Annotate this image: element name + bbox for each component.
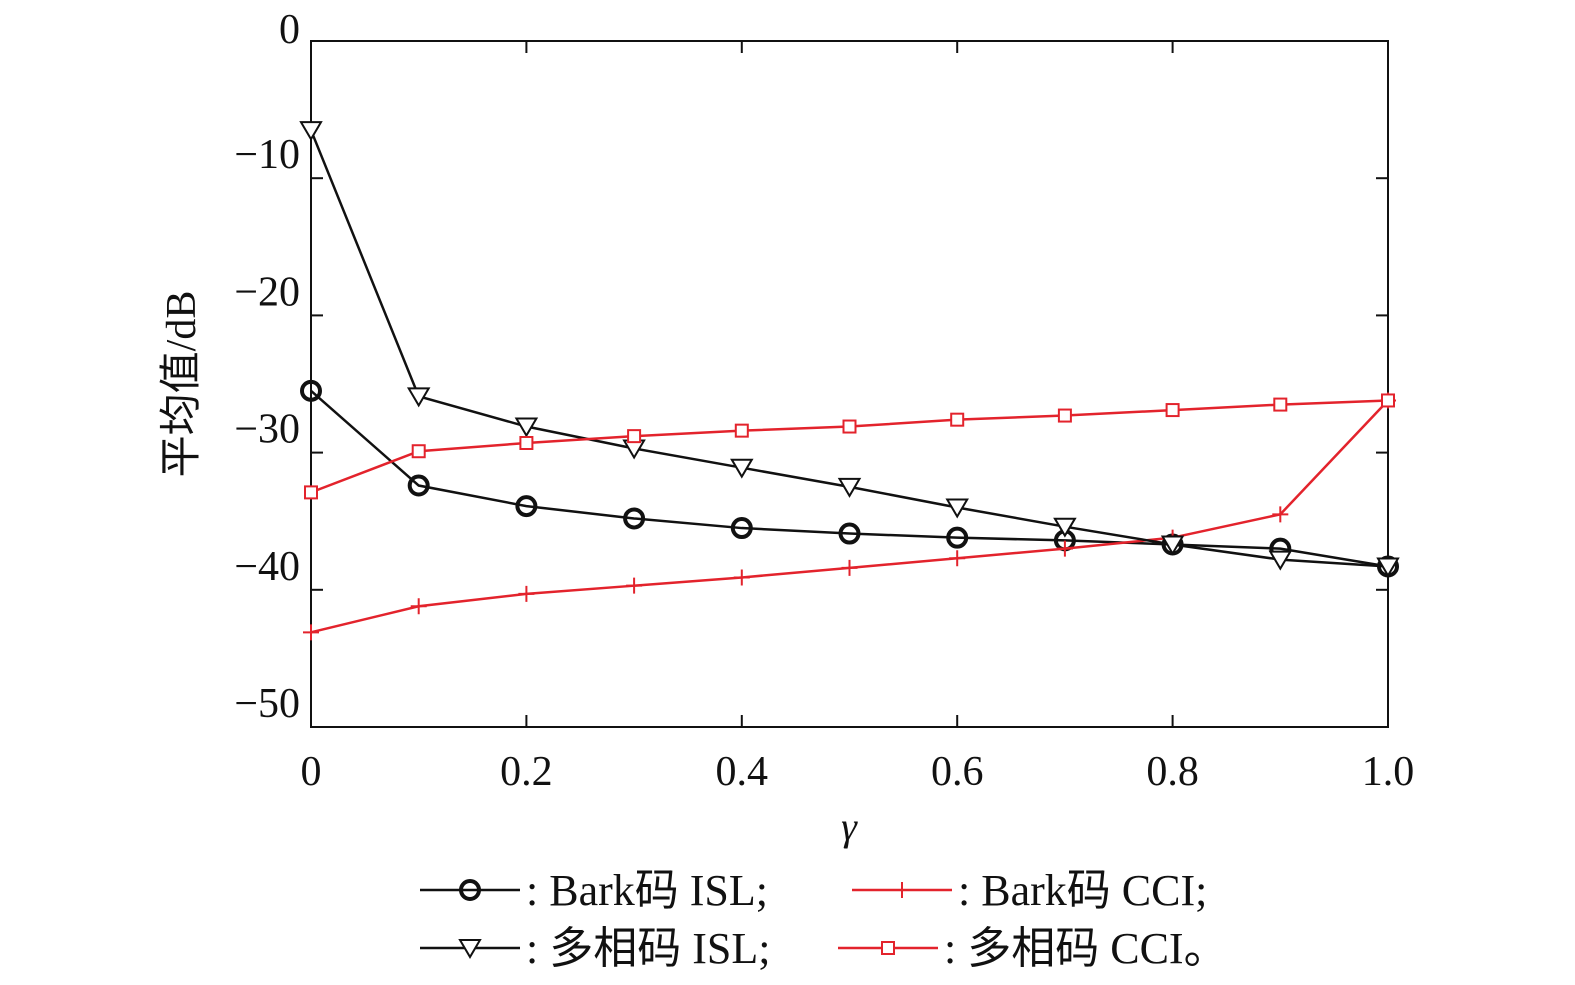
y-tick-label: −20	[234, 269, 300, 315]
data-point	[406, 387, 431, 408]
legend-label: : Bark码 CCI;	[958, 866, 1207, 915]
data-point	[1165, 403, 1180, 418]
legend-label: : 多相码 CCI。	[944, 924, 1228, 973]
data-point	[950, 412, 965, 427]
data-point	[946, 526, 969, 549]
data-point	[837, 477, 862, 498]
series-2	[299, 121, 1400, 578]
data-point	[838, 522, 861, 545]
x-tick-label: 0.6	[931, 749, 984, 795]
x-tick-label: 0.8	[1146, 749, 1199, 795]
legend-marker	[459, 879, 481, 901]
x-tick-label: 0	[301, 749, 322, 795]
data-point	[1268, 550, 1293, 571]
data-point	[945, 498, 969, 519]
plot-frame	[310, 40, 1389, 728]
data-point	[299, 121, 323, 142]
data-point	[733, 569, 750, 586]
data-point	[949, 550, 966, 567]
data-point	[1056, 540, 1073, 557]
y-tick-label: −40	[234, 544, 300, 590]
data-point	[1160, 535, 1185, 556]
legend-label: : Bark码 ISL;	[526, 866, 768, 915]
x-tick-label: 1.0	[1362, 749, 1415, 795]
data-point	[514, 417, 539, 438]
y-axis-label: 平均值/dB	[159, 291, 205, 478]
data-point	[1376, 557, 1400, 578]
data-point	[411, 444, 426, 459]
y-tick-label: 0	[279, 7, 300, 53]
legend-item: : Bark码 CCI;	[852, 866, 1207, 915]
data-point	[1057, 408, 1072, 423]
legend-item: : 多相码 CCI。	[838, 924, 1228, 973]
data-point	[410, 598, 427, 615]
data-point	[1272, 506, 1289, 523]
series-0	[300, 379, 1399, 578]
series-line	[309, 129, 1389, 568]
data-point	[303, 624, 319, 641]
data-point	[734, 423, 749, 438]
data-point	[730, 517, 753, 540]
series-3	[304, 393, 1395, 500]
x-tick-label: 0.2	[500, 749, 553, 795]
legend-item: : 多相码 ISL;	[420, 924, 770, 973]
x-axis-label: γ	[841, 804, 858, 849]
data-point	[304, 485, 318, 500]
data-point	[300, 379, 322, 402]
data-point	[841, 559, 858, 576]
data-point	[730, 458, 754, 479]
legend-marker	[881, 941, 895, 955]
series-line	[310, 389, 1389, 568]
x-tick-label: 0.4	[716, 749, 769, 795]
data-point	[1381, 393, 1395, 408]
data-point	[842, 419, 857, 434]
legend-marker	[894, 882, 910, 898]
legend-label: : 多相码 ISL;	[526, 924, 770, 973]
data-point	[518, 585, 535, 602]
series-line	[310, 399, 1389, 634]
data-point	[623, 507, 646, 530]
legend-marker	[458, 939, 482, 959]
y-tick-label: −50	[234, 681, 300, 727]
data-point	[1053, 517, 1077, 538]
data-point	[515, 495, 538, 518]
data-point	[1273, 397, 1288, 412]
data-point	[627, 429, 642, 444]
series-1	[303, 392, 1396, 641]
y-tick-label: −30	[234, 407, 300, 453]
data-point	[519, 435, 534, 450]
data-point	[626, 577, 643, 594]
y-tick-label: −10	[234, 132, 300, 178]
data-point	[407, 474, 430, 497]
legend-item: : Bark码 ISL;	[420, 866, 768, 915]
